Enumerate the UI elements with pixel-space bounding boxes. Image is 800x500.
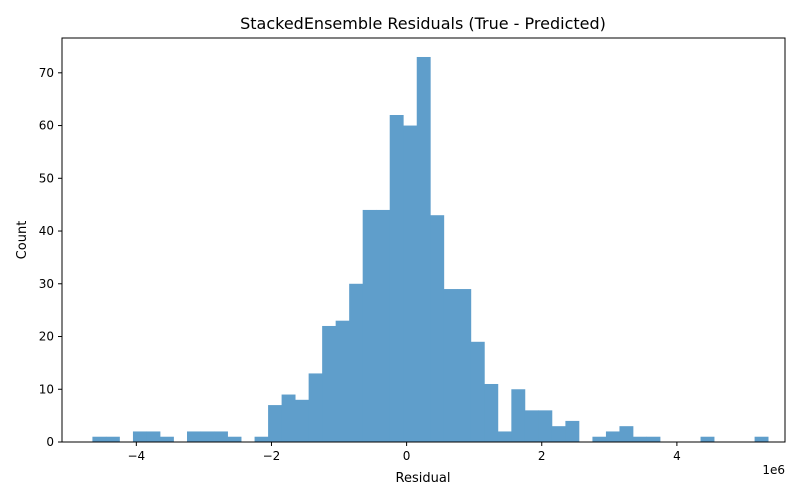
histogram-bar xyxy=(565,420,580,442)
x-tick-label: 4 xyxy=(673,449,681,463)
x-tick-label: −4 xyxy=(127,449,145,463)
x-tick-label: 2 xyxy=(538,449,546,463)
histogram-bar xyxy=(349,283,364,442)
y-tick-label: 0 xyxy=(46,435,54,449)
histogram-bar xyxy=(376,209,391,442)
histogram-bar xyxy=(214,431,228,442)
histogram-bar xyxy=(511,389,526,442)
histogram-bar xyxy=(146,431,161,442)
histogram-bar xyxy=(605,431,620,442)
y-tick-label: 70 xyxy=(39,66,54,80)
histogram-bar xyxy=(443,289,458,442)
histogram-bar xyxy=(430,215,445,442)
histogram-bar xyxy=(457,289,472,442)
histogram-bar xyxy=(254,436,269,442)
histogram-bar xyxy=(646,436,661,442)
histogram-bar xyxy=(538,410,553,442)
histogram-bar xyxy=(159,436,174,442)
histogram-bar xyxy=(497,431,512,442)
chart-title: StackedEnsemble Residuals (True - Predic… xyxy=(240,14,606,33)
histogram-bar xyxy=(632,436,647,442)
histogram-bar xyxy=(132,431,147,442)
plot-frame xyxy=(61,37,786,443)
x-axis-ticks: −4 −2 0 2 4 xyxy=(127,442,681,463)
histogram-bars xyxy=(92,56,769,443)
histogram-bar xyxy=(105,436,120,442)
y-tick-label: 40 xyxy=(39,224,54,238)
histogram-bar xyxy=(268,405,283,442)
histogram-bar xyxy=(295,399,310,442)
x-tick-label: −2 xyxy=(263,449,281,463)
histogram-bar xyxy=(227,436,242,442)
histogram-bar xyxy=(322,325,337,442)
histogram-bar xyxy=(754,436,769,442)
histogram-bar xyxy=(484,383,499,442)
histogram-bar xyxy=(619,426,634,442)
y-tick-label: 20 xyxy=(39,330,54,344)
histogram-bar xyxy=(551,426,566,442)
y-tick-label: 30 xyxy=(39,277,54,291)
y-tick-label: 10 xyxy=(39,382,54,396)
histogram-bar xyxy=(524,410,539,442)
histogram-bar xyxy=(187,431,201,442)
histogram-bar xyxy=(281,394,296,442)
histogram-bar xyxy=(470,341,485,442)
x-axis-label: Residual xyxy=(396,471,451,486)
histogram-bar xyxy=(92,436,107,442)
x-tick-label: 0 xyxy=(403,449,411,463)
histogram-bar xyxy=(200,431,215,442)
histogram-bar xyxy=(308,373,323,442)
y-axis-ticks: 0 10 20 30 40 50 60 70 xyxy=(39,66,62,449)
y-tick-label: 60 xyxy=(39,119,54,133)
histogram-bar xyxy=(592,436,607,442)
histogram-bar xyxy=(416,56,431,443)
histogram-bar xyxy=(335,320,350,442)
x-axis-offset-label: 1e6 xyxy=(762,463,785,477)
histogram-bar xyxy=(362,209,377,442)
y-tick-label: 50 xyxy=(39,171,54,185)
histogram-bar xyxy=(403,125,418,443)
histogram-bar xyxy=(389,115,404,442)
y-axis-label: Count xyxy=(15,221,30,260)
histogram-bar xyxy=(700,436,715,442)
